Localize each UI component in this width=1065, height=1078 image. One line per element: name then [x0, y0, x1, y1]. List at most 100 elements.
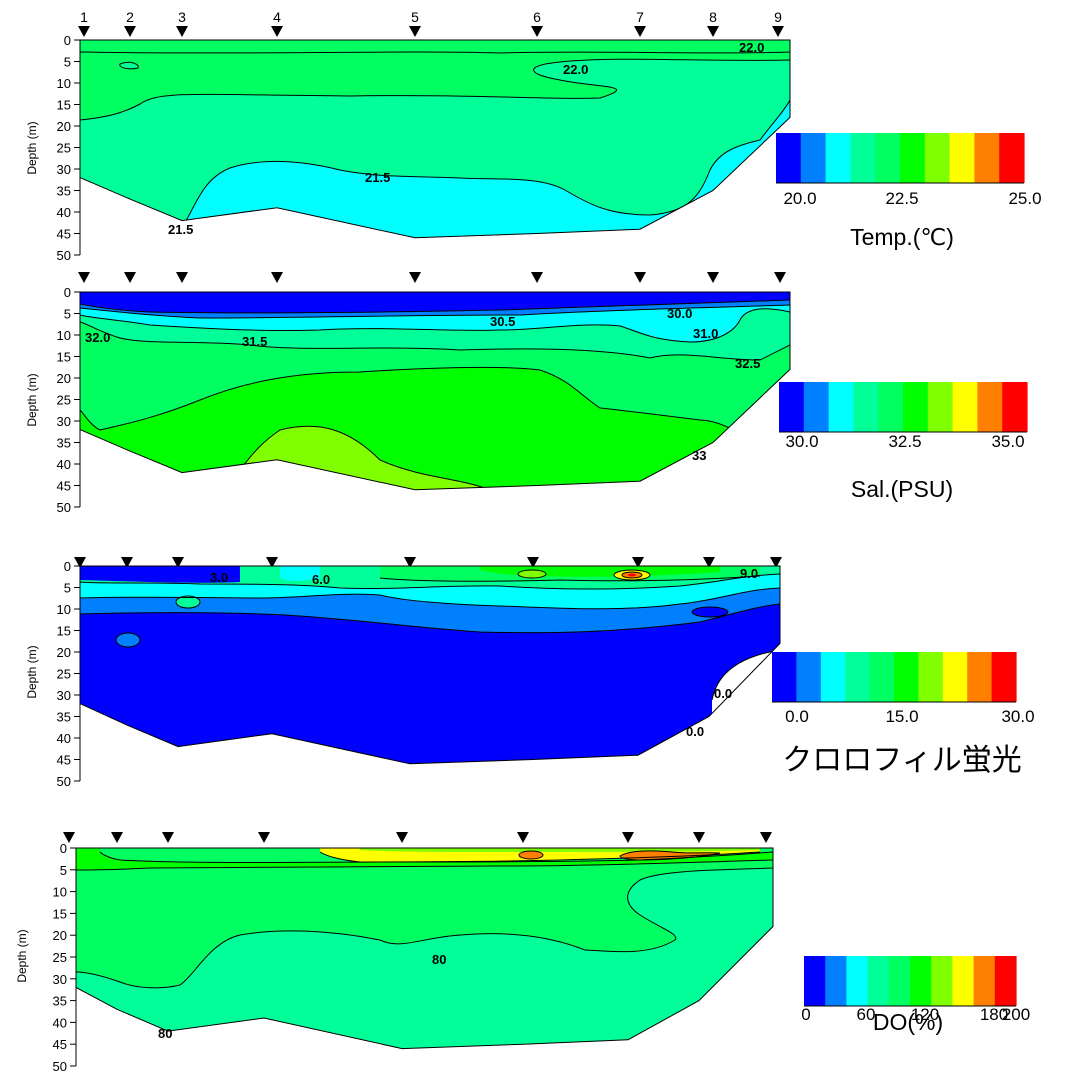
contour-lines [80, 299, 790, 490]
colorbar-tick-label: 35.0 [991, 432, 1024, 451]
colorbar-swatch [918, 652, 944, 702]
contour-label: 30.0 [667, 306, 692, 321]
colorbar-swatch [927, 382, 954, 432]
station-marker [111, 832, 123, 843]
contour-label: 80 [158, 1026, 172, 1041]
colorbar-swatch [772, 652, 797, 702]
contour-label: 32.5 [735, 356, 760, 371]
contour-labels: 32.0 31.5 30.5 30.0 31.0 32.5 33 [85, 306, 760, 463]
colorbar-swatch [825, 133, 851, 183]
depth-tick-label: 50 [53, 1059, 67, 1074]
station-number: 4 [273, 9, 281, 25]
depth-tick-label: 45 [57, 479, 71, 494]
depth-tick-label: 25 [57, 667, 71, 682]
colorbar-swatch [952, 956, 975, 1006]
colorbar-swatch [910, 956, 932, 1006]
contour-label: 9.0 [740, 566, 758, 581]
contour-label: 30.5 [490, 314, 515, 329]
colorbar-tick-label: 0.0 [785, 707, 809, 726]
contour-label: 32.0 [85, 330, 110, 345]
colorbar-swatch [999, 133, 1025, 183]
section-outline [79, 39, 791, 239]
colorbar-swatch [828, 382, 854, 432]
colorbar-tick-label: 30.0 [1001, 707, 1034, 726]
depth-axis-title: Depth (m) [25, 121, 39, 174]
contour-label: 21.5 [168, 222, 193, 237]
station-markers [63, 832, 772, 843]
station-marker [703, 557, 715, 568]
contour-label: 21.5 [365, 170, 390, 185]
colorbar-title: クロロフィル蛍光 [782, 744, 1021, 777]
depth-tick-label: 25 [53, 950, 67, 965]
depth-tick-label: 40 [57, 457, 71, 472]
depth-tick-label: 35 [57, 184, 71, 199]
depth-tick-label: 45 [57, 227, 71, 242]
depth-tick-label: 35 [53, 994, 67, 1009]
contour-label: 0.0 [714, 686, 732, 701]
contour-label: 3.0 [210, 570, 228, 585]
salinity-panel: Depth (m) 0 5 10 15 20 25 30 35 40 45 50 32.0 31.5… [25, 272, 1028, 515]
station-marker [707, 26, 719, 37]
colorbar-swatch [853, 382, 879, 432]
colorbar-swatch [924, 133, 951, 183]
depth-tick-label: 50 [57, 774, 71, 789]
colorbar-swatch [869, 652, 895, 702]
station-marker [78, 26, 90, 37]
colorbar-swatch [878, 382, 904, 432]
station-marker [517, 832, 529, 843]
colorbar-swatch [875, 133, 901, 183]
station-marker [74, 557, 86, 568]
station-marker [176, 272, 188, 283]
colorbar: 20.0 22.5 25.0 [776, 133, 1042, 208]
station-number: 3 [178, 9, 186, 25]
contour-label: 33 [692, 448, 706, 463]
colorbar-swatch [974, 133, 1000, 183]
depth-tick-label: 15 [53, 906, 67, 921]
section-field [80, 40, 790, 238]
colorbar-title: DO(%) [873, 1009, 943, 1035]
depth-axis-title: Depth (m) [15, 929, 29, 982]
depth-tick-label: 25 [57, 393, 71, 408]
station-number: 1 [80, 9, 88, 25]
depth-tick-label: 50 [57, 248, 71, 263]
depth-tick-label: 15 [57, 350, 71, 365]
colorbar-tick-label: 25.0 [1008, 189, 1041, 208]
section-outline [79, 291, 791, 491]
station-marker [531, 272, 543, 283]
station-marker [271, 26, 283, 37]
station-marker [63, 832, 75, 843]
colorbar: 0.0 15.0 30.0 [772, 652, 1035, 726]
colorbar-swatch [894, 652, 919, 702]
do-panel: Depth (m) 0 5 10 15 20 25 30 35 40 45 50 80 80 0 60… [15, 832, 1030, 1074]
depth-tick-label: 5 [64, 581, 71, 596]
station-marker [124, 26, 136, 37]
colorbar-swatch [779, 382, 805, 432]
colorbar-swatch [867, 956, 890, 1006]
contour-label: 31.0 [693, 326, 718, 341]
depth-tick-label: 20 [53, 928, 67, 943]
contour-label: 80 [432, 952, 446, 967]
colorbar-title: Temp.(℃) [850, 224, 954, 250]
depth-tick-label: 0 [64, 33, 71, 48]
station-marker [772, 26, 784, 37]
colorbar-swatch [804, 956, 826, 1006]
depth-tick-label: 10 [57, 76, 71, 91]
depth-axis-title: Depth (m) [25, 645, 39, 698]
depth-tick-label: 40 [57, 205, 71, 220]
station-marker [774, 272, 786, 283]
station-marker [531, 26, 543, 37]
station-marker [162, 832, 174, 843]
station-marker [121, 557, 133, 568]
chlorophyll-panel: Depth (m) 0 5 10 15 20 25 30 35 40 45 50 [25, 557, 1035, 789]
depth-tick-label: 10 [57, 602, 71, 617]
colorbar-swatch [888, 956, 911, 1006]
depth-tick-label: 20 [57, 119, 71, 134]
colorbar-title: Sal.(PSU) [851, 476, 953, 502]
contour-lines [76, 851, 773, 989]
station-marker [707, 272, 719, 283]
contour-label: 31.5 [242, 334, 267, 349]
colorbar-swatch [942, 652, 968, 702]
depth-tick-label: 0 [60, 841, 67, 856]
colorbar-swatch [845, 652, 871, 702]
